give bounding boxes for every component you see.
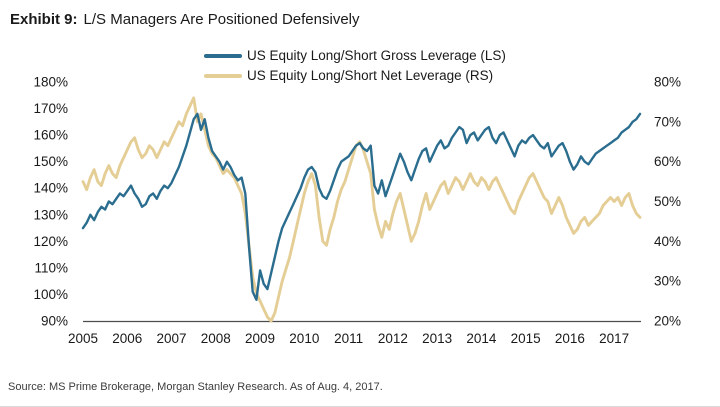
x-axis-year-label: 2015 — [511, 331, 541, 346]
left-axis-tick-label: 100% — [33, 287, 68, 302]
left-axis-tick-label: 130% — [33, 207, 68, 222]
right-axis-tick-label: 80% — [654, 75, 681, 90]
legend-item-gross: US Equity Long/Short Gross Leverage (LS) — [204, 48, 506, 63]
left-axis-tick-label: 110% — [34, 260, 68, 275]
net-line-swatch-icon — [204, 73, 242, 78]
gross-leverage-line — [81, 112, 642, 301]
x-axis-year-label: 2017 — [599, 331, 629, 346]
left-axis-tick-label: 90% — [41, 314, 68, 329]
chart-legend: US Equity Long/Short Gross Leverage (LS)… — [204, 48, 506, 83]
legend-item-net: US Equity Long/Short Net Leverage (RS) — [204, 68, 506, 83]
x-axis-year-label: 2014 — [466, 331, 497, 346]
left-axis-tick-label: 150% — [33, 154, 68, 169]
x-axis-year-label: 2011 — [334, 331, 363, 346]
legend-label-net: US Equity Long/Short Net Leverage (RS) — [247, 68, 494, 83]
left-axis-tick-label: 120% — [33, 234, 68, 249]
left-axis-tick-label: 180% — [33, 75, 68, 90]
x-axis-year-label: 2005 — [68, 331, 98, 346]
right-axis-tick-label: 50% — [654, 194, 681, 209]
left-axis-tick-label: 170% — [33, 101, 68, 116]
page-title: L/S Managers Are Positioned Defensively — [83, 11, 360, 28]
right-axis-tick-label: 20% — [654, 314, 681, 329]
x-axis-year-label: 2006 — [112, 331, 142, 346]
x-axis-year-label: 2007 — [157, 331, 187, 346]
x-axis-year-label: 2010 — [289, 331, 319, 346]
x-axis-year-label: 2012 — [378, 331, 408, 346]
net-leverage-line — [81, 96, 642, 323]
left-axis-tick-label: 140% — [33, 181, 68, 196]
right-axis-tick-label: 60% — [654, 154, 681, 169]
right-axis-tick-label: 70% — [654, 114, 681, 129]
x-axis-year-label: 2016 — [555, 331, 585, 346]
x-axis-year-label: 2008 — [201, 331, 231, 346]
right-axis-tick-label: 40% — [654, 234, 681, 249]
gross-line-swatch-icon — [204, 53, 242, 58]
exhibit-label: Exhibit 9: — [10, 11, 78, 28]
exhibit-header: Exhibit 9: L/S Managers Are Positioned De… — [10, 10, 360, 29]
x-axis-year-label: 2013 — [422, 331, 452, 346]
right-axis-tick-label: 30% — [654, 274, 681, 289]
source-note: Source: MS Prime Brokerage, Morgan Stanl… — [8, 381, 383, 393]
left-axis-tick-label: 160% — [33, 128, 68, 143]
x-axis-year-label: 2009 — [245, 331, 275, 346]
legend-label-gross: US Equity Long/Short Gross Leverage (LS) — [247, 48, 506, 63]
